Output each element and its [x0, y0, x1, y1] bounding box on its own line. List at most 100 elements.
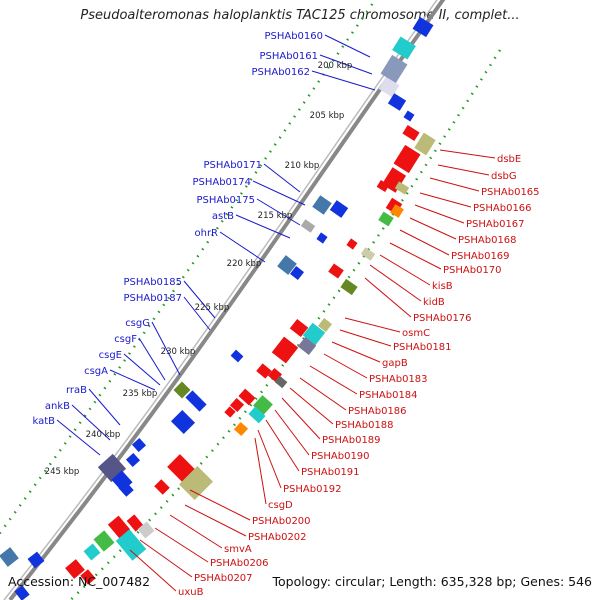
gene-feature[interactable]: [412, 16, 434, 38]
gene-feature[interactable]: [185, 390, 207, 412]
gene-feature[interactable]: [131, 437, 147, 453]
gene-feature[interactable]: [378, 211, 394, 227]
gene-label-left[interactable]: PSHAb0175: [196, 195, 255, 206]
gene-feature[interactable]: [271, 336, 299, 364]
gene-label-right[interactable]: PSHAb0192: [283, 484, 342, 495]
gene-feature[interactable]: [312, 195, 332, 215]
gene-feature[interactable]: [390, 204, 404, 218]
gene-feature[interactable]: [115, 529, 147, 561]
gene-feature[interactable]: [170, 409, 196, 435]
gene-feature[interactable]: [83, 543, 101, 561]
gene-feature[interactable]: [289, 265, 305, 281]
gene-feature[interactable]: [277, 255, 297, 275]
gene-feature[interactable]: [224, 406, 236, 418]
gene-feature[interactable]: [173, 381, 191, 399]
gene-feature[interactable]: [393, 144, 421, 174]
gene-feature[interactable]: [402, 125, 420, 141]
gene-feature[interactable]: [93, 530, 115, 552]
gene-label-left[interactable]: csgG: [125, 318, 150, 329]
gene-label-right[interactable]: kisB: [432, 281, 453, 292]
gene-feature[interactable]: [107, 515, 131, 539]
gene-feature[interactable]: [0, 547, 19, 567]
gene-label-right[interactable]: PSHAb0188: [335, 420, 394, 431]
gene-label-right[interactable]: PSHAb0167: [466, 219, 525, 230]
gene-label-right[interactable]: PSHAb0176: [413, 313, 472, 324]
gene-label-left[interactable]: PSHAb0171: [203, 160, 262, 171]
gene-feature[interactable]: [137, 521, 155, 539]
gene-label-right[interactable]: PSHAb0165: [481, 187, 540, 198]
gene-label-right[interactable]: dsbE: [497, 154, 521, 165]
gene-feature[interactable]: [346, 238, 358, 250]
gene-label-left[interactable]: PSHAb0185: [123, 277, 182, 288]
gene-feature[interactable]: [328, 263, 344, 279]
gene-feature[interactable]: [126, 514, 144, 532]
gene-feature[interactable]: [387, 93, 407, 111]
gene-label-right[interactable]: PSHAb0183: [369, 374, 428, 385]
gene-label-left[interactable]: astB: [212, 211, 234, 222]
gene-feature[interactable]: [256, 363, 272, 379]
gene-feature[interactable]: [248, 406, 266, 424]
gene-feature[interactable]: [316, 232, 328, 244]
gene-label-left[interactable]: rraB: [66, 385, 87, 396]
gene-feature[interactable]: [297, 336, 317, 356]
gene-label-left[interactable]: PSHAb0160: [264, 31, 323, 42]
gene-feature[interactable]: [360, 247, 376, 261]
gene-feature[interactable]: [329, 200, 349, 218]
gene-feature[interactable]: [118, 481, 134, 497]
gene-label-right[interactable]: PSHAb0181: [393, 342, 452, 353]
gene-label-left[interactable]: katB: [32, 416, 55, 427]
gene-feature[interactable]: [380, 54, 408, 84]
gene-label-right[interactable]: PSHAb0184: [359, 390, 418, 401]
gene-label-left[interactable]: PSHAb0187: [123, 293, 182, 304]
gene-feature[interactable]: [378, 76, 400, 98]
gene-feature[interactable]: [238, 388, 256, 406]
gene-label-left[interactable]: csgA: [84, 366, 108, 377]
gene-label-right[interactable]: PSHAb0170: [443, 265, 502, 276]
gene-feature[interactable]: [289, 318, 309, 338]
gene-label-left[interactable]: ohrR: [194, 228, 218, 239]
gene-feature[interactable]: [230, 349, 244, 363]
gene-label-right[interactable]: PSHAb0189: [322, 435, 381, 446]
gene-label-right[interactable]: PSHAb0169: [451, 251, 510, 262]
gene-label-left[interactable]: PSHAb0162: [251, 67, 310, 78]
gene-label-left[interactable]: csgF: [114, 334, 137, 345]
gene-feature[interactable]: [27, 551, 45, 569]
gene-feature[interactable]: [414, 132, 436, 156]
gene-label-right[interactable]: smvA: [224, 544, 252, 555]
gene-label-right[interactable]: PSHAb0186: [348, 406, 407, 417]
gene-feature[interactable]: [394, 181, 410, 195]
gene-feature[interactable]: [179, 466, 213, 500]
gene-feature[interactable]: [229, 397, 245, 413]
gene-feature[interactable]: [80, 569, 96, 585]
gene-feature[interactable]: [403, 110, 415, 122]
gene-label-left[interactable]: csgE: [99, 350, 122, 361]
gene-feature[interactable]: [154, 479, 170, 495]
gene-feature[interactable]: [233, 421, 249, 437]
gene-feature[interactable]: [376, 179, 390, 193]
gene-label-right[interactable]: PSHAb0166: [473, 203, 532, 214]
gene-label-left[interactable]: PSHAb0174: [192, 177, 251, 188]
gene-feature[interactable]: [14, 585, 30, 600]
gene-feature[interactable]: [317, 317, 333, 333]
gene-label-left[interactable]: PSHAb0161: [259, 51, 318, 62]
gene-feature[interactable]: [392, 36, 416, 60]
gene-label-right[interactable]: dsbG: [491, 171, 517, 182]
gene-feature[interactable]: [300, 219, 316, 233]
gene-feature[interactable]: [65, 559, 85, 579]
gene-label-right[interactable]: kidB: [423, 297, 445, 308]
gene-label-right[interactable]: csgD: [268, 500, 293, 511]
gene-feature[interactable]: [125, 452, 141, 468]
gene-label-right[interactable]: PSHAb0200: [252, 516, 311, 527]
gene-feature[interactable]: [340, 278, 358, 296]
gene-label-right[interactable]: uxuB: [178, 587, 204, 598]
gene-label-right[interactable]: gapB: [382, 358, 408, 369]
gene-label-right[interactable]: PSHAb0190: [311, 451, 370, 462]
gene-label-right[interactable]: PSHAb0202: [248, 532, 307, 543]
gene-label-right[interactable]: PSHAb0191: [301, 467, 360, 478]
gene-label-right[interactable]: PSHAb0168: [458, 235, 517, 246]
gene-label-right[interactable]: PSHAb0207: [194, 573, 253, 584]
gene-feature[interactable]: [274, 375, 288, 389]
gene-label-right[interactable]: PSHAb0206: [210, 558, 269, 569]
gene-label-right[interactable]: osmC: [402, 328, 430, 339]
gene-label-left[interactable]: ankB: [45, 401, 70, 412]
